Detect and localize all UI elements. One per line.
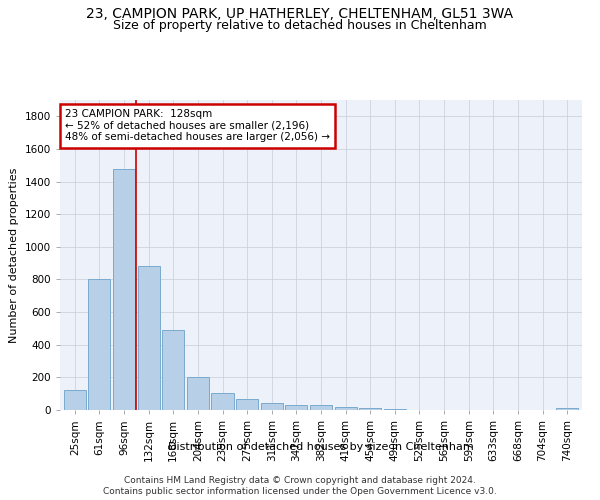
Bar <box>211 393 233 410</box>
Text: 23, CAMPION PARK, UP HATHERLEY, CHELTENHAM, GL51 3WA: 23, CAMPION PARK, UP HATHERLEY, CHELTENH… <box>86 8 514 22</box>
Bar <box>260 403 283 410</box>
Bar <box>384 409 406 410</box>
Text: Contains public sector information licensed under the Open Government Licence v3: Contains public sector information licen… <box>103 488 497 496</box>
Bar <box>556 408 578 410</box>
Bar <box>187 376 209 410</box>
Y-axis label: Number of detached properties: Number of detached properties <box>9 168 19 342</box>
Bar <box>285 405 307 410</box>
Bar <box>113 168 135 410</box>
Text: Size of property relative to detached houses in Cheltenham: Size of property relative to detached ho… <box>113 19 487 32</box>
Bar <box>310 405 332 410</box>
Text: Contains HM Land Registry data © Crown copyright and database right 2024.: Contains HM Land Registry data © Crown c… <box>124 476 476 485</box>
Bar <box>137 266 160 410</box>
Bar <box>236 400 258 410</box>
Bar <box>88 280 110 410</box>
Bar <box>64 390 86 410</box>
Bar <box>335 406 357 410</box>
Text: 23 CAMPION PARK:  128sqm
← 52% of detached houses are smaller (2,196)
48% of sem: 23 CAMPION PARK: 128sqm ← 52% of detache… <box>65 110 330 142</box>
Text: Distribution of detached houses by size in Cheltenham: Distribution of detached houses by size … <box>168 442 474 452</box>
Bar <box>162 330 184 410</box>
Bar <box>359 408 382 410</box>
